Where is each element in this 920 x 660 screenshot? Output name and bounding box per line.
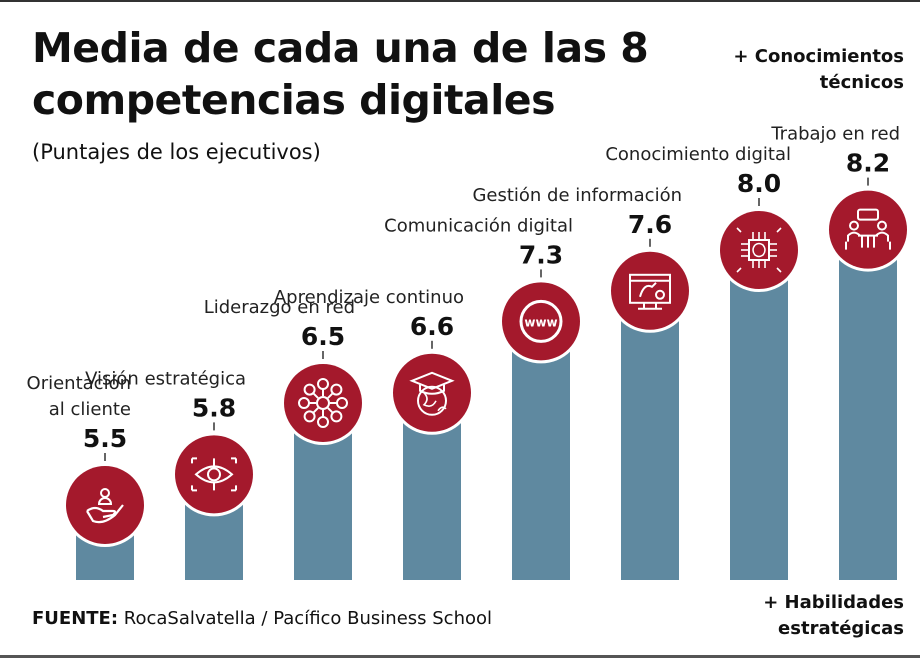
icon-circle <box>720 211 798 289</box>
top-rule <box>0 0 920 2</box>
title-line-1: Media de cada una de las 8 <box>32 24 649 72</box>
value-label: 5.5 <box>83 424 127 453</box>
bottom-note-line-1: + Habilidades <box>763 592 904 613</box>
value-label: 6.5 <box>301 322 345 351</box>
www-icon: www <box>519 299 563 343</box>
bottom-note-line-2: estratégicas <box>778 618 904 639</box>
graduation-globe-icon <box>409 371 455 416</box>
chart-title: Media de cada una de las 8 competencias … <box>32 22 649 126</box>
title-line-2: competencias digitales <box>32 76 555 124</box>
category-label: Conocimiento digital <box>605 144 791 165</box>
data-screen-icon <box>629 273 671 310</box>
category-label: Trabajo en red <box>770 124 900 145</box>
category-label: Aprendizaje continuo <box>274 287 464 308</box>
bar-group: 6.5 Liderazgo en red <box>204 297 365 580</box>
bar <box>403 412 461 580</box>
value-label: 8.0 <box>737 169 781 198</box>
category-label: al cliente <box>49 399 131 420</box>
icon-circle <box>502 282 580 361</box>
bar-group: 5.5 Orientación al cliente <box>27 373 147 580</box>
bar <box>294 423 352 580</box>
bar <box>839 249 897 580</box>
top-note-line-1: + Conocimientos <box>733 46 904 67</box>
bar-group: 5.8 Visión estratégica <box>85 368 256 580</box>
bar-group: 8.2 Trabajo en red <box>770 124 910 580</box>
category-label: Orientación <box>27 373 131 394</box>
bottom-rule <box>0 655 920 658</box>
value-label: 5.8 <box>192 393 236 422</box>
source-text: RocaSalvatella / Pacífico Business Schoo… <box>118 608 493 629</box>
bar-group: 6.6 Aprendizaje continuo <box>274 287 474 580</box>
brain-chip-icon <box>736 227 782 273</box>
bar-group: 7.6 Gestión de información <box>472 185 692 580</box>
eye-target-icon <box>191 457 237 492</box>
bottom-note: + Habilidades estratégicas <box>763 590 904 642</box>
icon-circle <box>175 435 253 514</box>
meeting-icon <box>845 208 891 250</box>
hand-person-icon <box>86 488 124 524</box>
value-label: 8.2 <box>846 149 890 178</box>
source-label: FUENTE: <box>32 608 119 629</box>
value-label: 7.3 <box>519 240 563 269</box>
bar-group: 8.0 Conocimiento digital <box>605 144 801 580</box>
category-label: Liderazgo en red <box>204 297 355 318</box>
icon-circle <box>829 190 907 269</box>
bar <box>512 341 570 580</box>
bar-group: www 7.3 Comunicación digital <box>384 215 583 580</box>
top-note: + Conocimientos técnicos <box>733 44 904 96</box>
svg-text:www: www <box>524 315 557 329</box>
value-label: 7.6 <box>628 210 672 239</box>
icon-circle <box>611 251 689 330</box>
bar <box>621 310 679 580</box>
category-label: Visión estratégica <box>85 368 246 389</box>
chart-subtitle: (Puntajes de los ejecutivos) <box>32 140 321 164</box>
value-label: 6.6 <box>410 312 454 341</box>
source-note: FUENTE: RocaSalvatella / Pacífico Busine… <box>32 608 492 629</box>
network-icon <box>298 378 348 428</box>
icon-circle <box>284 364 362 442</box>
category-label: Gestión de información <box>472 185 682 206</box>
top-note-line-2: técnicos <box>819 72 904 93</box>
bar <box>730 270 788 580</box>
category-label: Comunicación digital <box>384 215 573 236</box>
